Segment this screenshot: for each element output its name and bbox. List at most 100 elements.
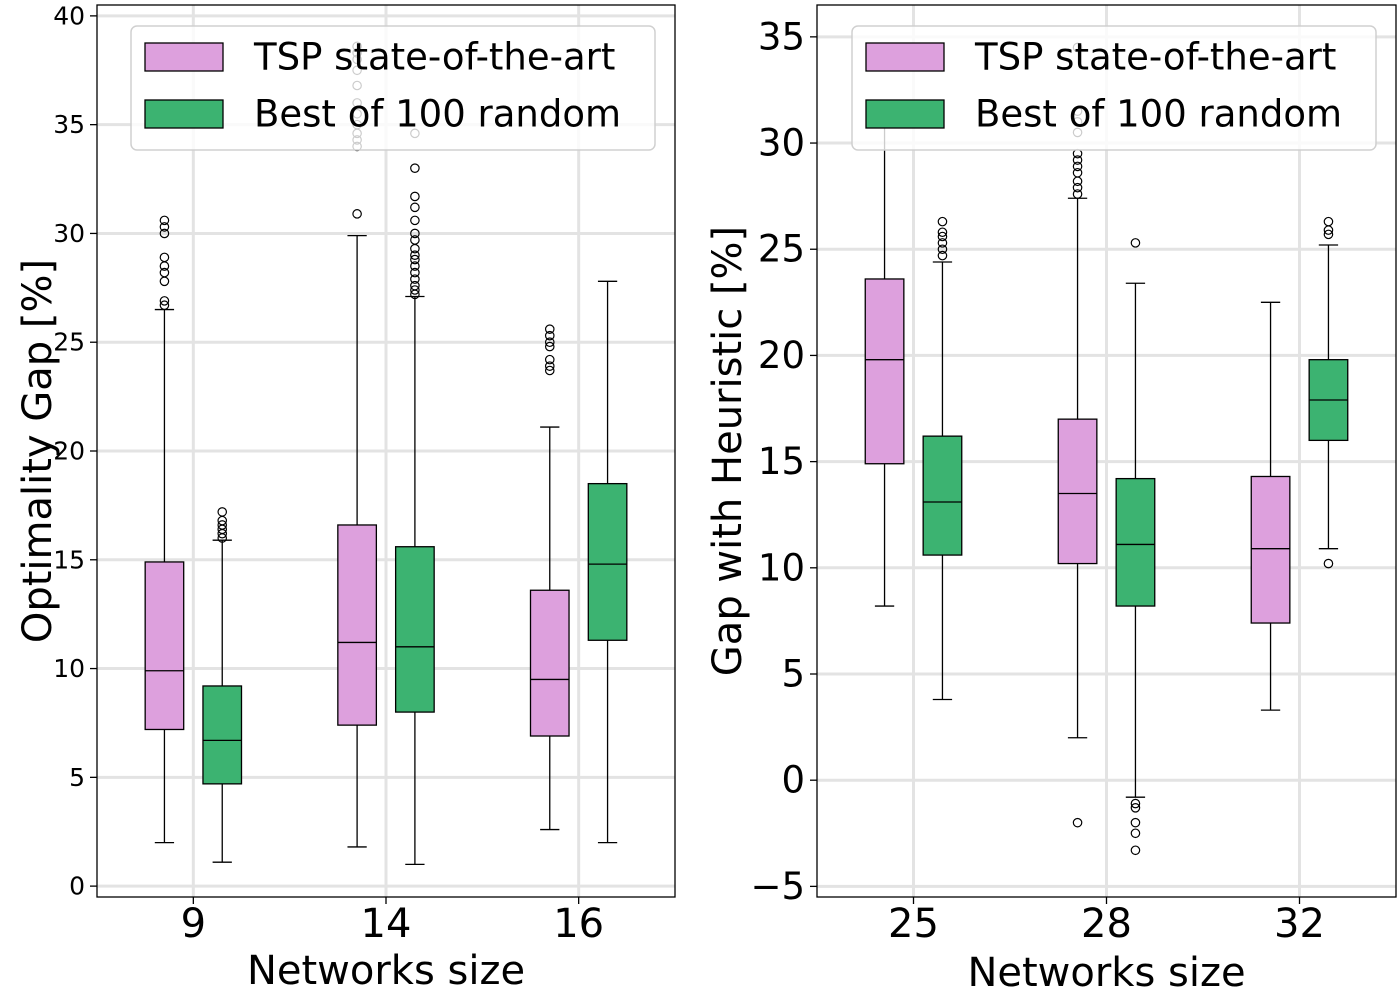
box-best-of-100-random-28 [1115,238,1156,856]
flier-point [410,267,420,278]
x-axis-label: Networks size [247,948,525,994]
flier-point [159,261,170,271]
legend-swatch-1 [144,99,224,129]
legend-box [130,25,656,151]
flier-point [937,244,948,255]
box-tsp-state-of-the-art-28 [1057,42,1098,828]
flier-point [1130,828,1141,839]
legend: TSP state-of-the-art Best of 100 random [130,25,656,151]
y-tick-label: 35 [53,110,85,139]
legend-box [851,25,1377,151]
flier-point [410,191,420,202]
y-tick-label: 40 [53,1,85,30]
flier-point [410,228,420,239]
flier-point [937,227,948,238]
legend: TSP state-of-the-art Best of 100 random [851,25,1377,151]
y-tick-label: 10 [53,654,85,683]
flier-point [1130,817,1141,828]
y-tick-label: 15 [758,440,805,483]
flier-point [159,276,170,287]
flier-point [217,507,228,517]
legend-swatch-0 [144,42,224,72]
flier-point [544,365,555,376]
flier-point [159,215,170,226]
box-body [529,589,570,737]
flier-point [1072,189,1083,199]
y-tick-label: 0 [781,759,805,802]
flier-point [159,252,170,263]
y-tick-label: 20 [53,437,85,466]
flier-point [937,231,948,242]
box-body [1250,475,1291,624]
flier-point [937,216,948,227]
flier-point [1130,802,1141,813]
legend-label-0: TSP state-of-the-art [253,36,615,79]
y-tick-label: 35 [758,15,805,58]
y-tick-label: 10 [758,546,805,589]
flier-point [544,330,555,341]
flier-point [1323,216,1334,227]
flier-point [1130,238,1141,248]
flier-point [937,250,948,261]
flier-point [410,202,420,213]
x-tick-label: 25 [888,901,939,947]
y-axis-label: Gap with Heuristic [%] [705,226,751,676]
flier-point [410,243,420,254]
y-tick-label: 5 [69,763,85,792]
flier-point [410,274,420,284]
box-body [1115,477,1156,607]
box-tsp-state-of-the-art-9 [144,215,185,844]
box-tsp-state-of-the-art-14 [337,41,378,848]
y-tick-label: −5 [750,865,805,908]
flier-point [352,209,362,219]
flier-point [937,238,948,248]
flier-point [1323,558,1334,569]
box-body [864,278,905,465]
flier-point [1323,229,1334,240]
legend-label-1: Best of 100 random [254,93,621,136]
flier-point [159,267,170,278]
legend-swatch-1 [865,99,945,129]
y-tick-label: 0 [69,872,85,901]
box-body [587,482,628,641]
flier-point [1072,155,1083,165]
flier-point [159,222,170,232]
left-boxplot-chart: 0 5 10 15 20 25 30 35 40 9 14 16 Networks size Optima… [15,1,676,994]
flier-point [1072,817,1083,828]
box-tsp-state-of-the-art-16 [529,324,570,831]
box-body [394,546,435,713]
x-tick-label: 14 [361,901,412,947]
box-tsp-state-of-the-art-25 [864,106,905,607]
flier-point [544,324,555,334]
flier-point [544,337,555,348]
flier-point [1072,182,1083,193]
box-body [202,685,243,785]
box-best-of-100-random-25 [922,216,963,701]
box-best-of-100-random-32 [1308,216,1349,569]
flier-point [544,341,555,352]
flier-point [1072,176,1083,187]
x-tick-label: 9 [181,901,206,947]
flier-point [1072,161,1083,172]
flier-point [410,215,420,226]
x-tick-label: 28 [1081,901,1132,947]
right-boxplot-chart: −5 0 5 10 15 20 25 30 35 25 28 32 Networks size Gap w… [705,4,1397,996]
flier-point [544,361,555,371]
y-tick-label: 5 [781,653,805,696]
y-tick-label: 30 [758,122,805,165]
box-tsp-state-of-the-art-32 [1250,301,1291,711]
flier-point [544,354,555,365]
box-best-of-100-random-16 [587,280,628,844]
y-tick-label: 30 [53,219,85,248]
y-tick-label: 25 [53,328,85,357]
flier-point [410,280,420,291]
x-tick-label: 32 [1274,901,1325,947]
legend-swatch-0 [865,42,945,72]
flier-point [1072,167,1083,178]
flier-point [159,300,170,311]
flier-point [410,235,420,245]
flier-point [159,228,170,239]
box-best-of-100-random-14 [394,128,435,866]
legend-label-1: Best of 100 random [975,93,1342,136]
flier-point [410,254,420,265]
